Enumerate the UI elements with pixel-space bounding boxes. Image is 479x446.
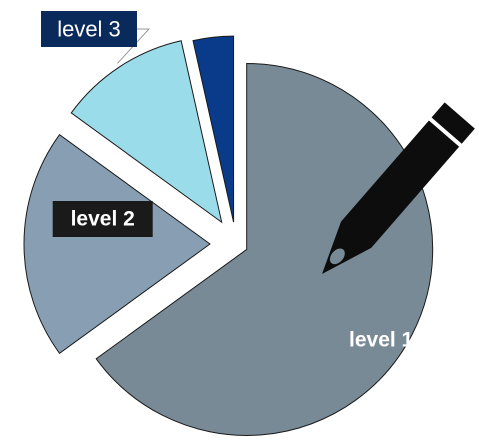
leader-lines (117, 28, 151, 64)
pie-slice (23, 133, 211, 355)
pencil-nib (329, 248, 345, 265)
pencil-body (322, 102, 475, 275)
slice-labels: level 1 level 2 level 3 (41, 11, 414, 352)
pie-slice (95, 62, 434, 436)
slice-label: level 3 (41, 11, 137, 47)
slice-label-box (52, 201, 153, 237)
pie-slice (70, 40, 223, 224)
slice-label: level 1 (349, 329, 414, 352)
slice-label-text: level 1 (349, 329, 414, 352)
slice-label-box (41, 11, 137, 47)
slice-label-text: level 2 (71, 208, 135, 231)
leader-line (117, 28, 151, 64)
pencil-band (427, 116, 464, 149)
slice-label: level 2 (52, 201, 153, 237)
pie-slices (23, 35, 434, 436)
pie-slice (192, 35, 235, 223)
slice-label-text: level 3 (57, 17, 121, 42)
pencil-icon (322, 102, 475, 275)
